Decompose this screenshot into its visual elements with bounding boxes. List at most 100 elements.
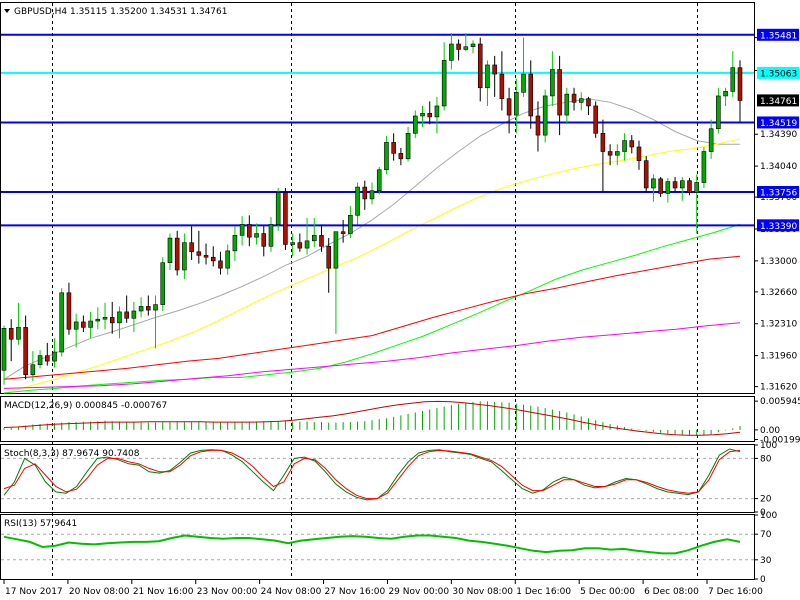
candle-body — [146, 306, 151, 311]
candle-body — [434, 105, 440, 118]
candlesticks — [1, 33, 743, 385]
rsi-tick-label: 0 — [760, 575, 766, 585]
candle-body — [369, 190, 375, 200]
candle-body — [441, 60, 447, 107]
price-tick-label: 1.31960 — [760, 352, 797, 362]
support-resistance-lines — [1, 33, 754, 227]
candle-body — [1, 328, 7, 371]
price-labels: 1.35481 1.35063 1.34761 1.34519 1.33756 1.333… — [757, 28, 799, 232]
candle-body — [297, 242, 303, 249]
rsi-panel — [0, 514, 755, 580]
candle-body — [521, 73, 526, 93]
candle-body — [716, 95, 721, 130]
candle-body — [102, 317, 108, 320]
stoch-tick-label: 0 — [760, 508, 766, 518]
candle-body — [340, 231, 346, 234]
price-label-text: 1.35063 — [760, 69, 797, 79]
candle-body — [232, 235, 238, 252]
ma-line-sma-500 — [3, 322, 741, 389]
candle-body — [37, 355, 43, 366]
time-tick-label: 5 Dec 00:00 — [580, 587, 635, 597]
candle-body — [160, 262, 166, 305]
candle-body — [174, 237, 180, 271]
ma-line-sma-100 — [3, 223, 741, 394]
candle-body — [629, 140, 635, 148]
macd-signal-line — [3, 400, 741, 436]
candle-body — [477, 43, 483, 89]
price-label-1.33756: 1.33756 — [757, 185, 799, 198]
candle-body — [59, 292, 65, 353]
candle-body — [290, 242, 295, 245]
candle-body — [564, 93, 570, 116]
time-tick-label: 7 Dec 16:00 — [708, 587, 763, 597]
candle-body — [23, 327, 28, 376]
macd-tick-label: 0.00 — [760, 426, 780, 436]
time-tick-label: 27 Nov 16:00 — [325, 587, 386, 597]
candle-body — [708, 128, 714, 152]
price-tick-label: 1.32660 — [760, 288, 797, 298]
candle-body — [427, 112, 433, 118]
candle-body — [124, 311, 129, 319]
candle-body — [167, 237, 173, 263]
candle-body — [658, 178, 663, 194]
candle-body — [398, 153, 404, 160]
candle-body — [730, 67, 736, 92]
candle-body — [506, 98, 512, 116]
candle-body — [470, 43, 476, 48]
candle-body — [607, 151, 613, 156]
price-tick-label: 1.34390 — [760, 130, 797, 140]
price-label-text: 1.34761 — [760, 97, 797, 107]
time-tick-label: 20 Nov 08:00 — [69, 587, 130, 597]
macd-tick-label: -0.001999 — [760, 436, 800, 446]
candle-body — [694, 182, 699, 193]
stoch-line-main — [3, 448, 741, 501]
candle-body — [45, 355, 50, 362]
chart-menu-arrow-icon[interactable] — [4, 9, 10, 13]
price-label-text: 1.34519 — [760, 119, 797, 129]
candle-body — [268, 224, 274, 247]
candle-body — [615, 151, 620, 156]
candle-body — [463, 46, 469, 50]
candle-body — [210, 256, 216, 262]
candle-body — [485, 64, 490, 89]
time-tick-label: 21 Nov 16:00 — [133, 587, 194, 597]
stoch-title: Stoch(8,3,3) 87.9674 90.7408 — [4, 449, 140, 459]
candle-body — [196, 251, 202, 256]
stoch-line-signal — [3, 449, 741, 500]
candle-body — [456, 43, 461, 50]
candle-body — [131, 310, 137, 319]
candle-body — [189, 242, 194, 253]
candle-body — [593, 105, 598, 134]
time-tick-label: 17 Nov 2017 — [5, 587, 63, 597]
candle-body — [117, 311, 122, 324]
macd-tick-label: 0.005945 — [760, 397, 800, 407]
candle-body — [225, 250, 230, 269]
candle-body — [550, 69, 555, 97]
candle-body — [254, 233, 259, 238]
time-tick-label: 24 Nov 08:00 — [261, 587, 322, 597]
candle-body — [52, 351, 57, 362]
rsi-indicator: 100 70 30 0 — [1, 511, 777, 585]
candle-body — [672, 181, 678, 189]
price-label-1.35063: 1.35063 — [757, 66, 799, 79]
candle-body — [311, 235, 317, 242]
macd-indicator: 0.005945 0.00-0.001999 — [3, 397, 800, 446]
candle-body — [514, 91, 519, 116]
candle-body — [247, 224, 252, 238]
candle-body — [73, 321, 79, 330]
candle-body — [449, 43, 454, 61]
candle-body — [30, 364, 36, 376]
candle-body — [261, 233, 267, 247]
candle-body — [355, 186, 360, 216]
candle-body — [492, 64, 497, 75]
candle-body — [413, 115, 418, 134]
candle-body — [528, 73, 534, 117]
price-label-text: 1.35481 — [760, 31, 797, 41]
price-tick-label: 1.34040 — [760, 162, 797, 172]
candle-body — [138, 306, 144, 312]
candle-body — [362, 186, 368, 200]
rsi-tick-label: 30 — [760, 556, 772, 566]
candle-body — [153, 304, 158, 311]
price-label-box — [757, 219, 799, 232]
